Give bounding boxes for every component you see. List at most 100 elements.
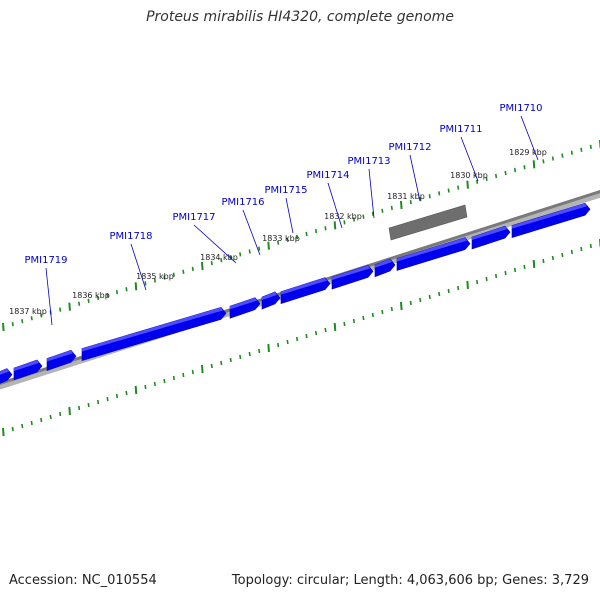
kbp-label: 1831 kbp	[387, 192, 425, 201]
upper-tick-mark	[220, 258, 223, 263]
lower-tick-mark	[134, 385, 138, 395]
upper-tick-mark	[172, 272, 175, 277]
gene-block-highlight	[0, 368, 9, 375]
lower-tick-mark	[172, 375, 175, 381]
lower-tick-mark	[362, 315, 365, 321]
upper-tick-mark	[447, 188, 450, 193]
gene-label: PMI1713	[347, 156, 390, 167]
upper-tick-mark	[561, 153, 564, 158]
upper-tick-mark	[409, 199, 412, 205]
upper-tick-mark	[343, 220, 346, 225]
lower-tick-mark	[258, 348, 261, 354]
gene-block	[396, 237, 471, 271]
lower-tick-mark	[513, 267, 517, 273]
lower-tick-mark	[286, 339, 289, 345]
upper-tick-mark	[191, 266, 194, 272]
lower-tick-mark	[21, 423, 24, 429]
upper-tick-mark	[504, 170, 507, 176]
lower-tick-mark	[409, 300, 412, 306]
kbp-label: 1835 kbp	[136, 272, 174, 281]
gene-label: PMI1714	[306, 170, 349, 181]
gene-label: PMI1712	[388, 142, 431, 153]
lower-tick-mark	[352, 318, 356, 324]
gene-block-highlight	[230, 297, 257, 310]
lower-tick-mark	[163, 378, 166, 384]
upper-tick-mark	[381, 208, 384, 213]
upper-tick-mark	[78, 301, 81, 306]
lower-tick-mark	[504, 270, 507, 276]
upper-tick-mark	[59, 307, 62, 312]
upper-tick-mark	[277, 240, 280, 245]
upper-tick-mark	[589, 144, 592, 150]
gene-block	[280, 277, 331, 305]
upper-tick-mark	[182, 269, 185, 274]
genome-stats-label: Topology: circular; Length: 4,063,606 bp…	[231, 573, 589, 588]
upper-tick-mark	[153, 278, 157, 283]
lower-tick-mark	[381, 309, 384, 315]
upper-tick-mark	[144, 281, 147, 286]
upper-tick-mark	[40, 313, 43, 318]
gene-leader-line	[45, 267, 53, 326]
lower-tick-mark	[466, 280, 469, 290]
gene-block-highlight	[397, 237, 467, 262]
grey-feature-block	[388, 204, 468, 241]
gene-leader-line	[242, 209, 261, 256]
lower-tick-mark	[343, 321, 346, 327]
gene-label: PMI1719	[24, 255, 67, 266]
lower-tick-mark	[248, 351, 251, 357]
lower-tick-mark	[59, 411, 62, 417]
lower-tick-mark	[182, 372, 185, 378]
lower-tick-mark	[532, 259, 536, 269]
kbp-label: 1837 kbp	[9, 307, 47, 316]
gene-leader-line	[130, 243, 147, 291]
upper-tick-mark	[457, 185, 460, 190]
lower-tick-mark	[561, 252, 564, 258]
upper-tick-mark	[125, 287, 128, 292]
gene-leader-line	[193, 224, 237, 264]
map-title: Proteus mirabilis HI4320, complete genom…	[146, 9, 454, 25]
upper-tick-mark	[438, 191, 441, 196]
upper-tick-mark	[258, 246, 261, 251]
lower-tick-mark	[277, 342, 280, 348]
gene-block-highlight	[375, 259, 392, 268]
upper-tick-mark	[513, 168, 517, 173]
lower-tick-mark	[551, 255, 555, 261]
upper-tick-mark	[106, 292, 109, 298]
lower-tick-mark	[153, 381, 157, 387]
gene-label: PMI1715	[264, 185, 307, 196]
upper-tick-mark	[523, 165, 526, 170]
gene-block	[46, 349, 77, 371]
lower-tick-mark	[115, 393, 119, 399]
lower-tick-mark	[523, 264, 526, 270]
gene-label: PMI1718	[109, 231, 152, 242]
gene-block-highlight	[512, 203, 587, 229]
lower-tick-mark	[210, 363, 213, 369]
upper-tick-mark	[11, 321, 14, 327]
kbp-label: 1833 kbp	[262, 234, 300, 243]
lower-tick-mark	[419, 297, 422, 303]
gene-block-highlight	[47, 350, 73, 362]
upper-tick-mark	[551, 156, 555, 161]
gene-leader-line	[409, 154, 421, 202]
lower-tick-mark	[201, 364, 204, 374]
upper-tick-mark	[248, 249, 251, 254]
lower-tick-mark	[125, 390, 128, 396]
lower-tick-mark	[542, 258, 545, 264]
upper-tick-mark	[210, 260, 213, 266]
kbp-label: 1830 kbp	[450, 171, 488, 180]
upper-tick-mark	[352, 217, 356, 222]
upper-tick-mark	[314, 229, 318, 234]
lower-tick-mark	[239, 354, 242, 360]
gene-leader-line	[327, 182, 343, 229]
lower-tick-mark	[371, 312, 374, 318]
lower-tick-mark	[324, 327, 327, 333]
gene-label: PMI1717	[172, 212, 215, 223]
upper-tick-mark	[324, 226, 327, 231]
gene-label: PMI1716	[221, 197, 264, 208]
gene-block	[471, 225, 511, 250]
lower-tick-mark	[447, 288, 450, 294]
gene-leader-line	[368, 168, 375, 219]
upper-tick-mark	[163, 275, 166, 280]
upper-tick-mark	[87, 298, 90, 303]
